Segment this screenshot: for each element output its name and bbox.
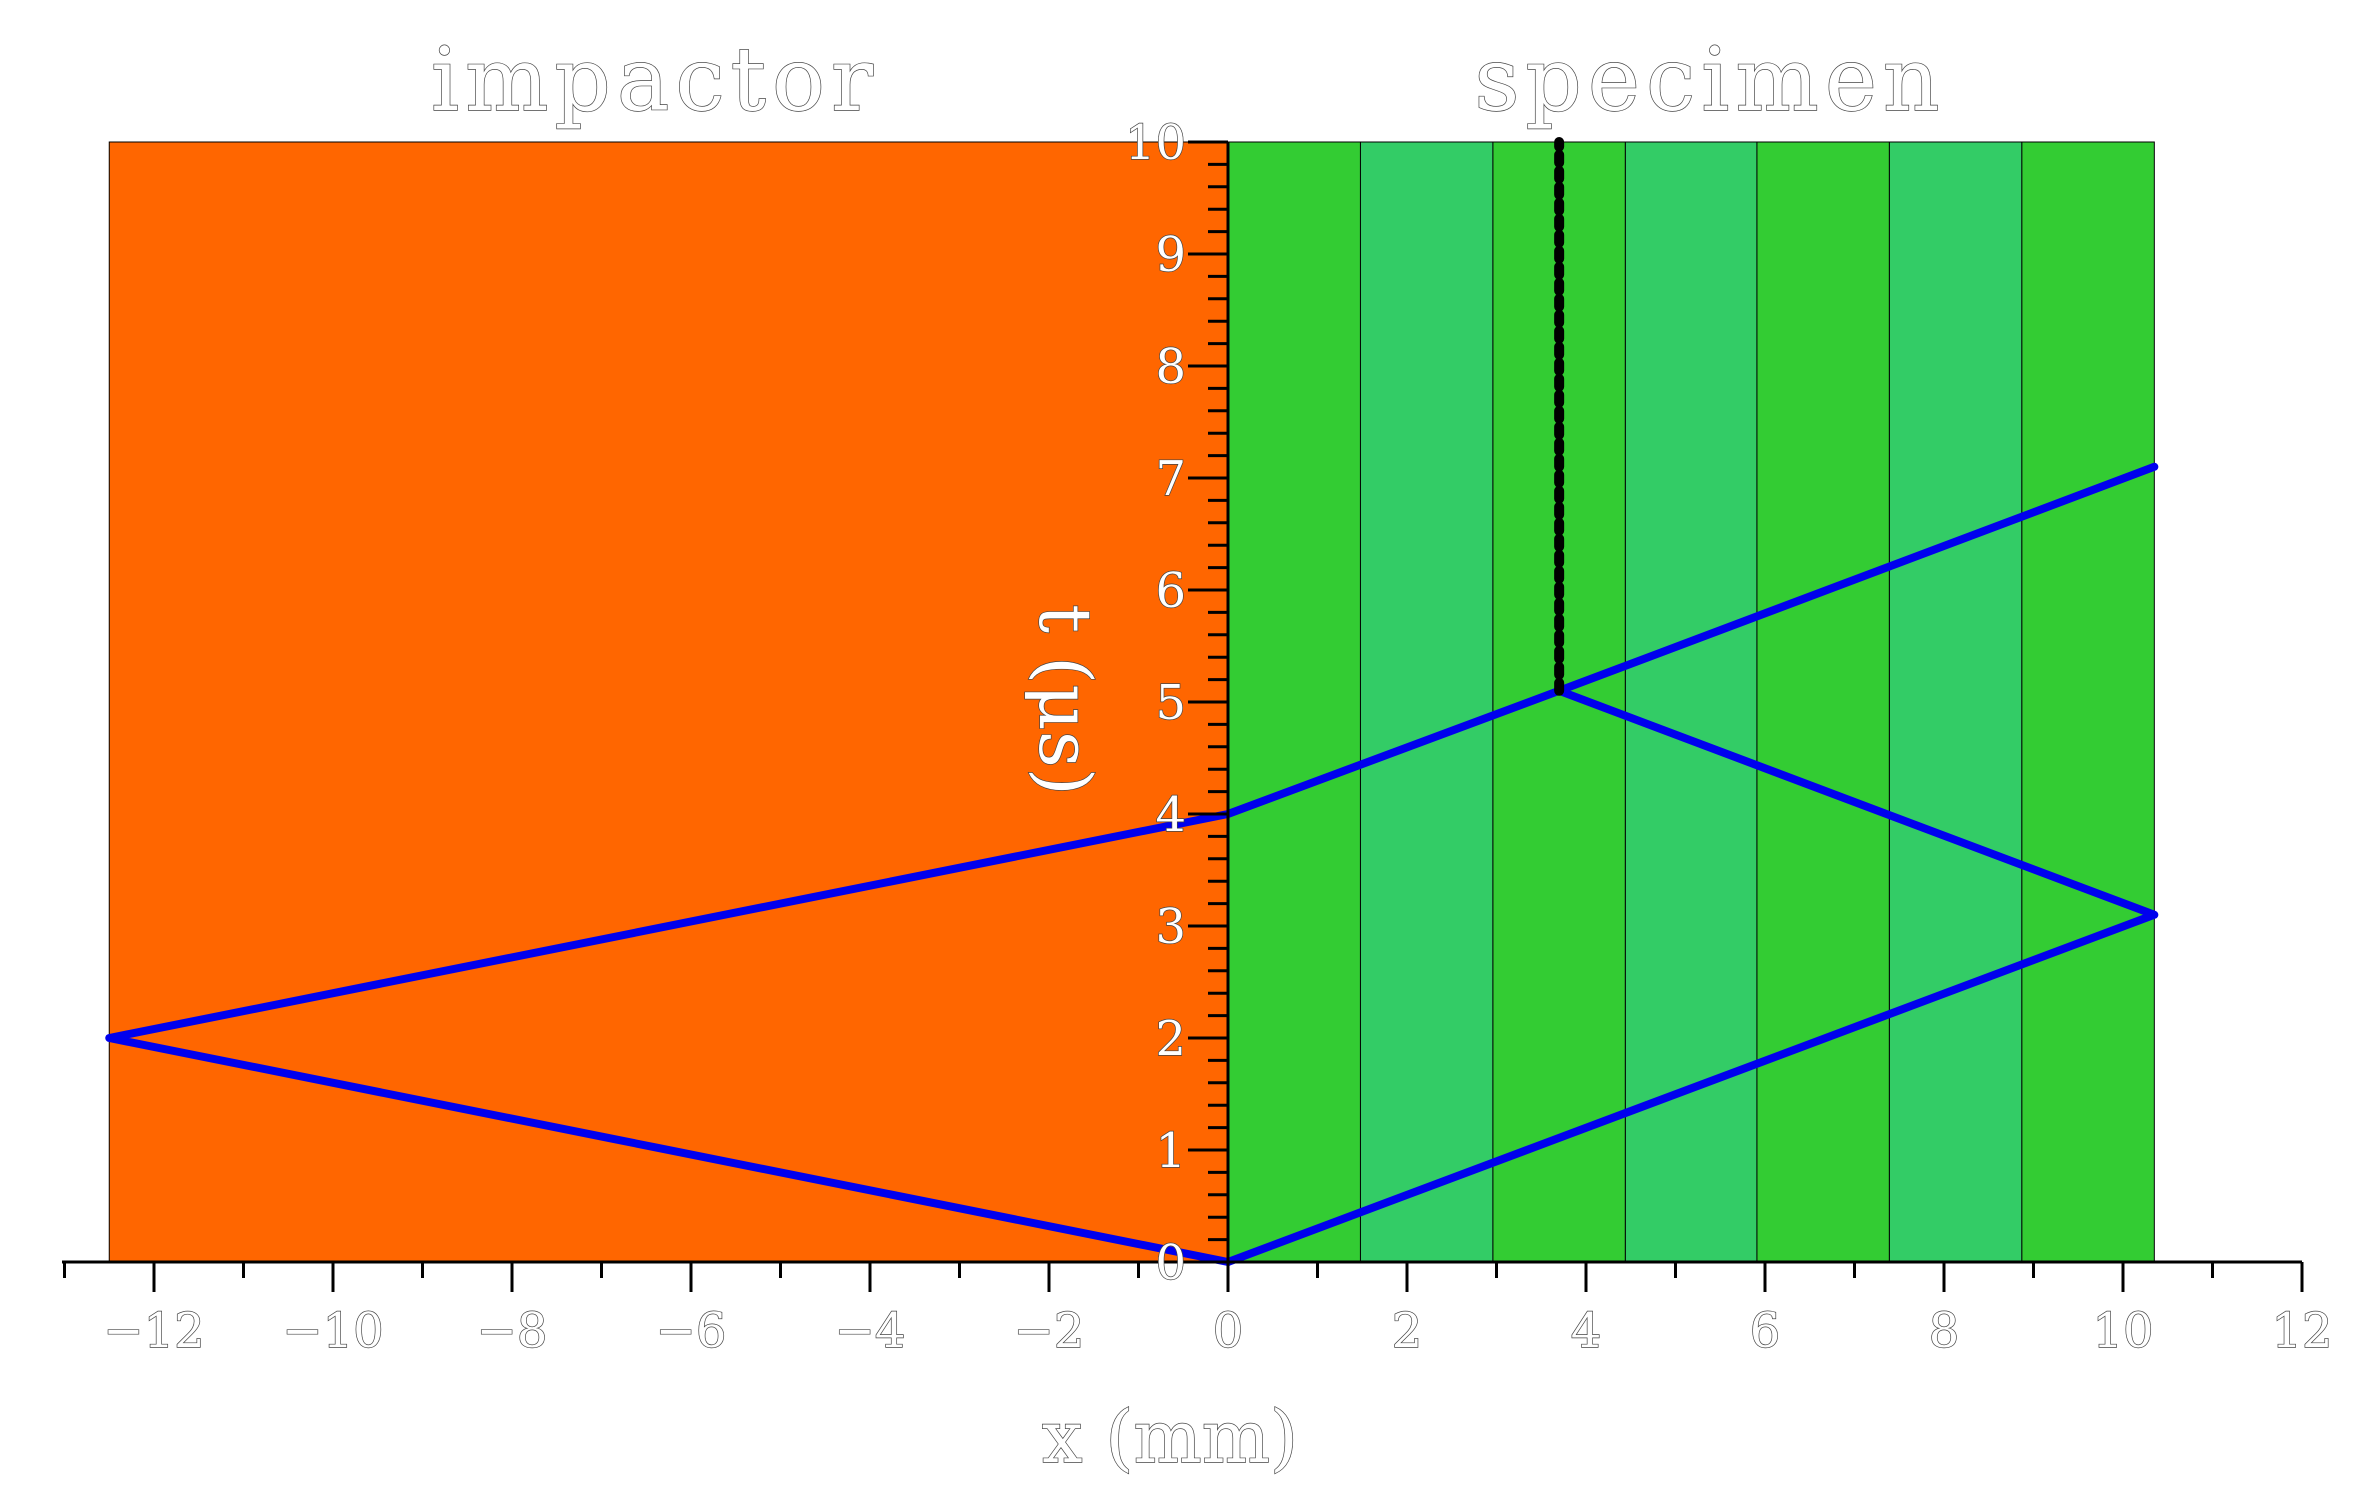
- x-tick-label: 8: [1929, 1303, 1960, 1359]
- y-tick-label: 5: [1155, 675, 1186, 731]
- y-tick-label: 4: [1155, 787, 1186, 843]
- x-tick-label: −6: [656, 1303, 727, 1359]
- y-tick-label: 0: [1155, 1235, 1186, 1291]
- y-tick-label: 3: [1155, 899, 1186, 955]
- specimen-layer-2-region: [1359, 141, 1494, 1263]
- x-tick-label: 4: [1571, 1303, 1602, 1359]
- x-tick-label: 12: [2271, 1303, 2332, 1359]
- specimen-title: specimen: [1474, 28, 1945, 131]
- x-tick-label: 10: [2092, 1303, 2153, 1359]
- y-tick-label: 6: [1155, 563, 1186, 619]
- y-axis-title: t (μs): [1023, 604, 1107, 796]
- x-tick-label: 0: [1213, 1303, 1244, 1359]
- y-tick-label: 2: [1155, 1011, 1186, 1067]
- specimen-layer-4-region: [1624, 141, 1758, 1263]
- y-tick-label: 9: [1155, 227, 1186, 283]
- specimen-layer-1-region: [1227, 141, 1361, 1263]
- specimen-layer-7-region: [2021, 141, 2155, 1263]
- y-tick-label: 7: [1155, 451, 1186, 507]
- y-tick-label: 1: [1155, 1123, 1186, 1179]
- x-tick-label: −4: [835, 1303, 906, 1359]
- material-regions: [108, 141, 2155, 1263]
- series-line-2: [1224, 686, 2159, 1266]
- x-tick-label: −8: [477, 1303, 548, 1359]
- x-tick-label: −12: [103, 1303, 204, 1359]
- y-tick-label: 8: [1155, 339, 1186, 395]
- x-tick-label: 6: [1750, 1303, 1781, 1359]
- x-axis: −12 −10 −8 −6 −4 −2 0 2 4 6 8 10 12: [62, 1260, 2333, 1360]
- x-tick-label: 2: [1392, 1303, 1423, 1359]
- y-tick-label: 10: [1125, 115, 1186, 171]
- x-axis-title: x (mm): [1042, 1395, 1298, 1479]
- impactor-title: impactor: [431, 28, 879, 131]
- x-tick-label: −10: [282, 1303, 383, 1359]
- specimen-layer-5-region: [1756, 141, 1890, 1263]
- y-axis: 0 1 2 3 4 5 6 7 8 9 10: [1124, 114, 1230, 1292]
- specimen-layer-6-region: [1888, 141, 2023, 1263]
- x-tick-label: −2: [1014, 1303, 1085, 1359]
